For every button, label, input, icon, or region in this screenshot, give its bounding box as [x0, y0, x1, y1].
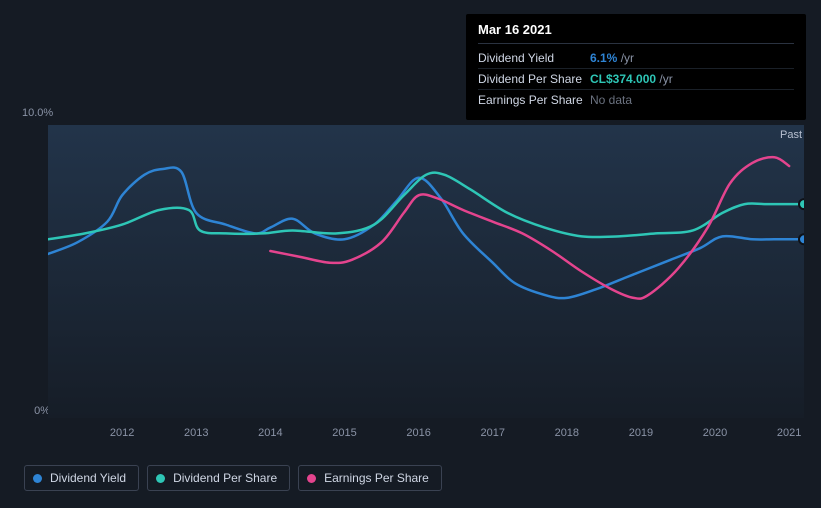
tooltip-row-value: 6.1% /yr — [590, 51, 634, 65]
legend-item[interactable]: Dividend Per Share — [147, 465, 290, 491]
chart-legend: Dividend Yield Dividend Per Share Earnings… — [24, 465, 442, 491]
x-tick-label: 2014 — [258, 427, 282, 439]
legend-dot-icon — [156, 474, 165, 483]
x-tick-label: 2012 — [110, 427, 134, 439]
legend-label: Earnings Per Share — [324, 471, 429, 485]
x-tick-label: 2020 — [703, 427, 727, 439]
x-tick-label: 2021 — [777, 427, 801, 439]
legend-item[interactable]: Earnings Per Share — [298, 465, 442, 491]
x-tick-label: 2016 — [406, 427, 430, 439]
tooltip-row-label: Dividend Yield — [478, 51, 590, 65]
series-end-marker — [799, 199, 804, 209]
x-tick-label: 2015 — [332, 427, 356, 439]
legend-dot-icon — [33, 474, 42, 483]
chart-plot[interactable] — [48, 125, 804, 418]
tooltip-row: Dividend Yield6.1% /yr — [478, 48, 794, 69]
tooltip-date: Mar 16 2021 — [478, 22, 794, 44]
y-axis-max-label: 10.0% — [22, 107, 50, 119]
y-axis-min-label: 0% — [22, 405, 50, 417]
legend-item[interactable]: Dividend Yield — [24, 465, 139, 491]
x-tick-label: 2018 — [555, 427, 579, 439]
x-tick-label: 2017 — [480, 427, 504, 439]
past-label: Past — [780, 129, 802, 141]
x-tick-label: 2013 — [184, 427, 208, 439]
legend-dot-icon — [307, 474, 316, 483]
tooltip-row: Dividend Per ShareCL$374.000 /yr — [478, 69, 794, 90]
x-axis-labels: 2012 2013 2014 2015 2016 2017 2018 2019 2020 2021 — [48, 427, 804, 443]
series-end-marker — [799, 234, 804, 244]
legend-label: Dividend Per Share — [173, 471, 277, 485]
chart-container: 10.0% 0% Past 20122013201420152016201720… — [24, 105, 804, 445]
tooltip-row-value: CL$374.000 /yr — [590, 72, 673, 86]
x-tick-label: 2019 — [629, 427, 653, 439]
legend-label: Dividend Yield — [50, 471, 126, 485]
tooltip-row-label: Dividend Per Share — [478, 72, 590, 86]
